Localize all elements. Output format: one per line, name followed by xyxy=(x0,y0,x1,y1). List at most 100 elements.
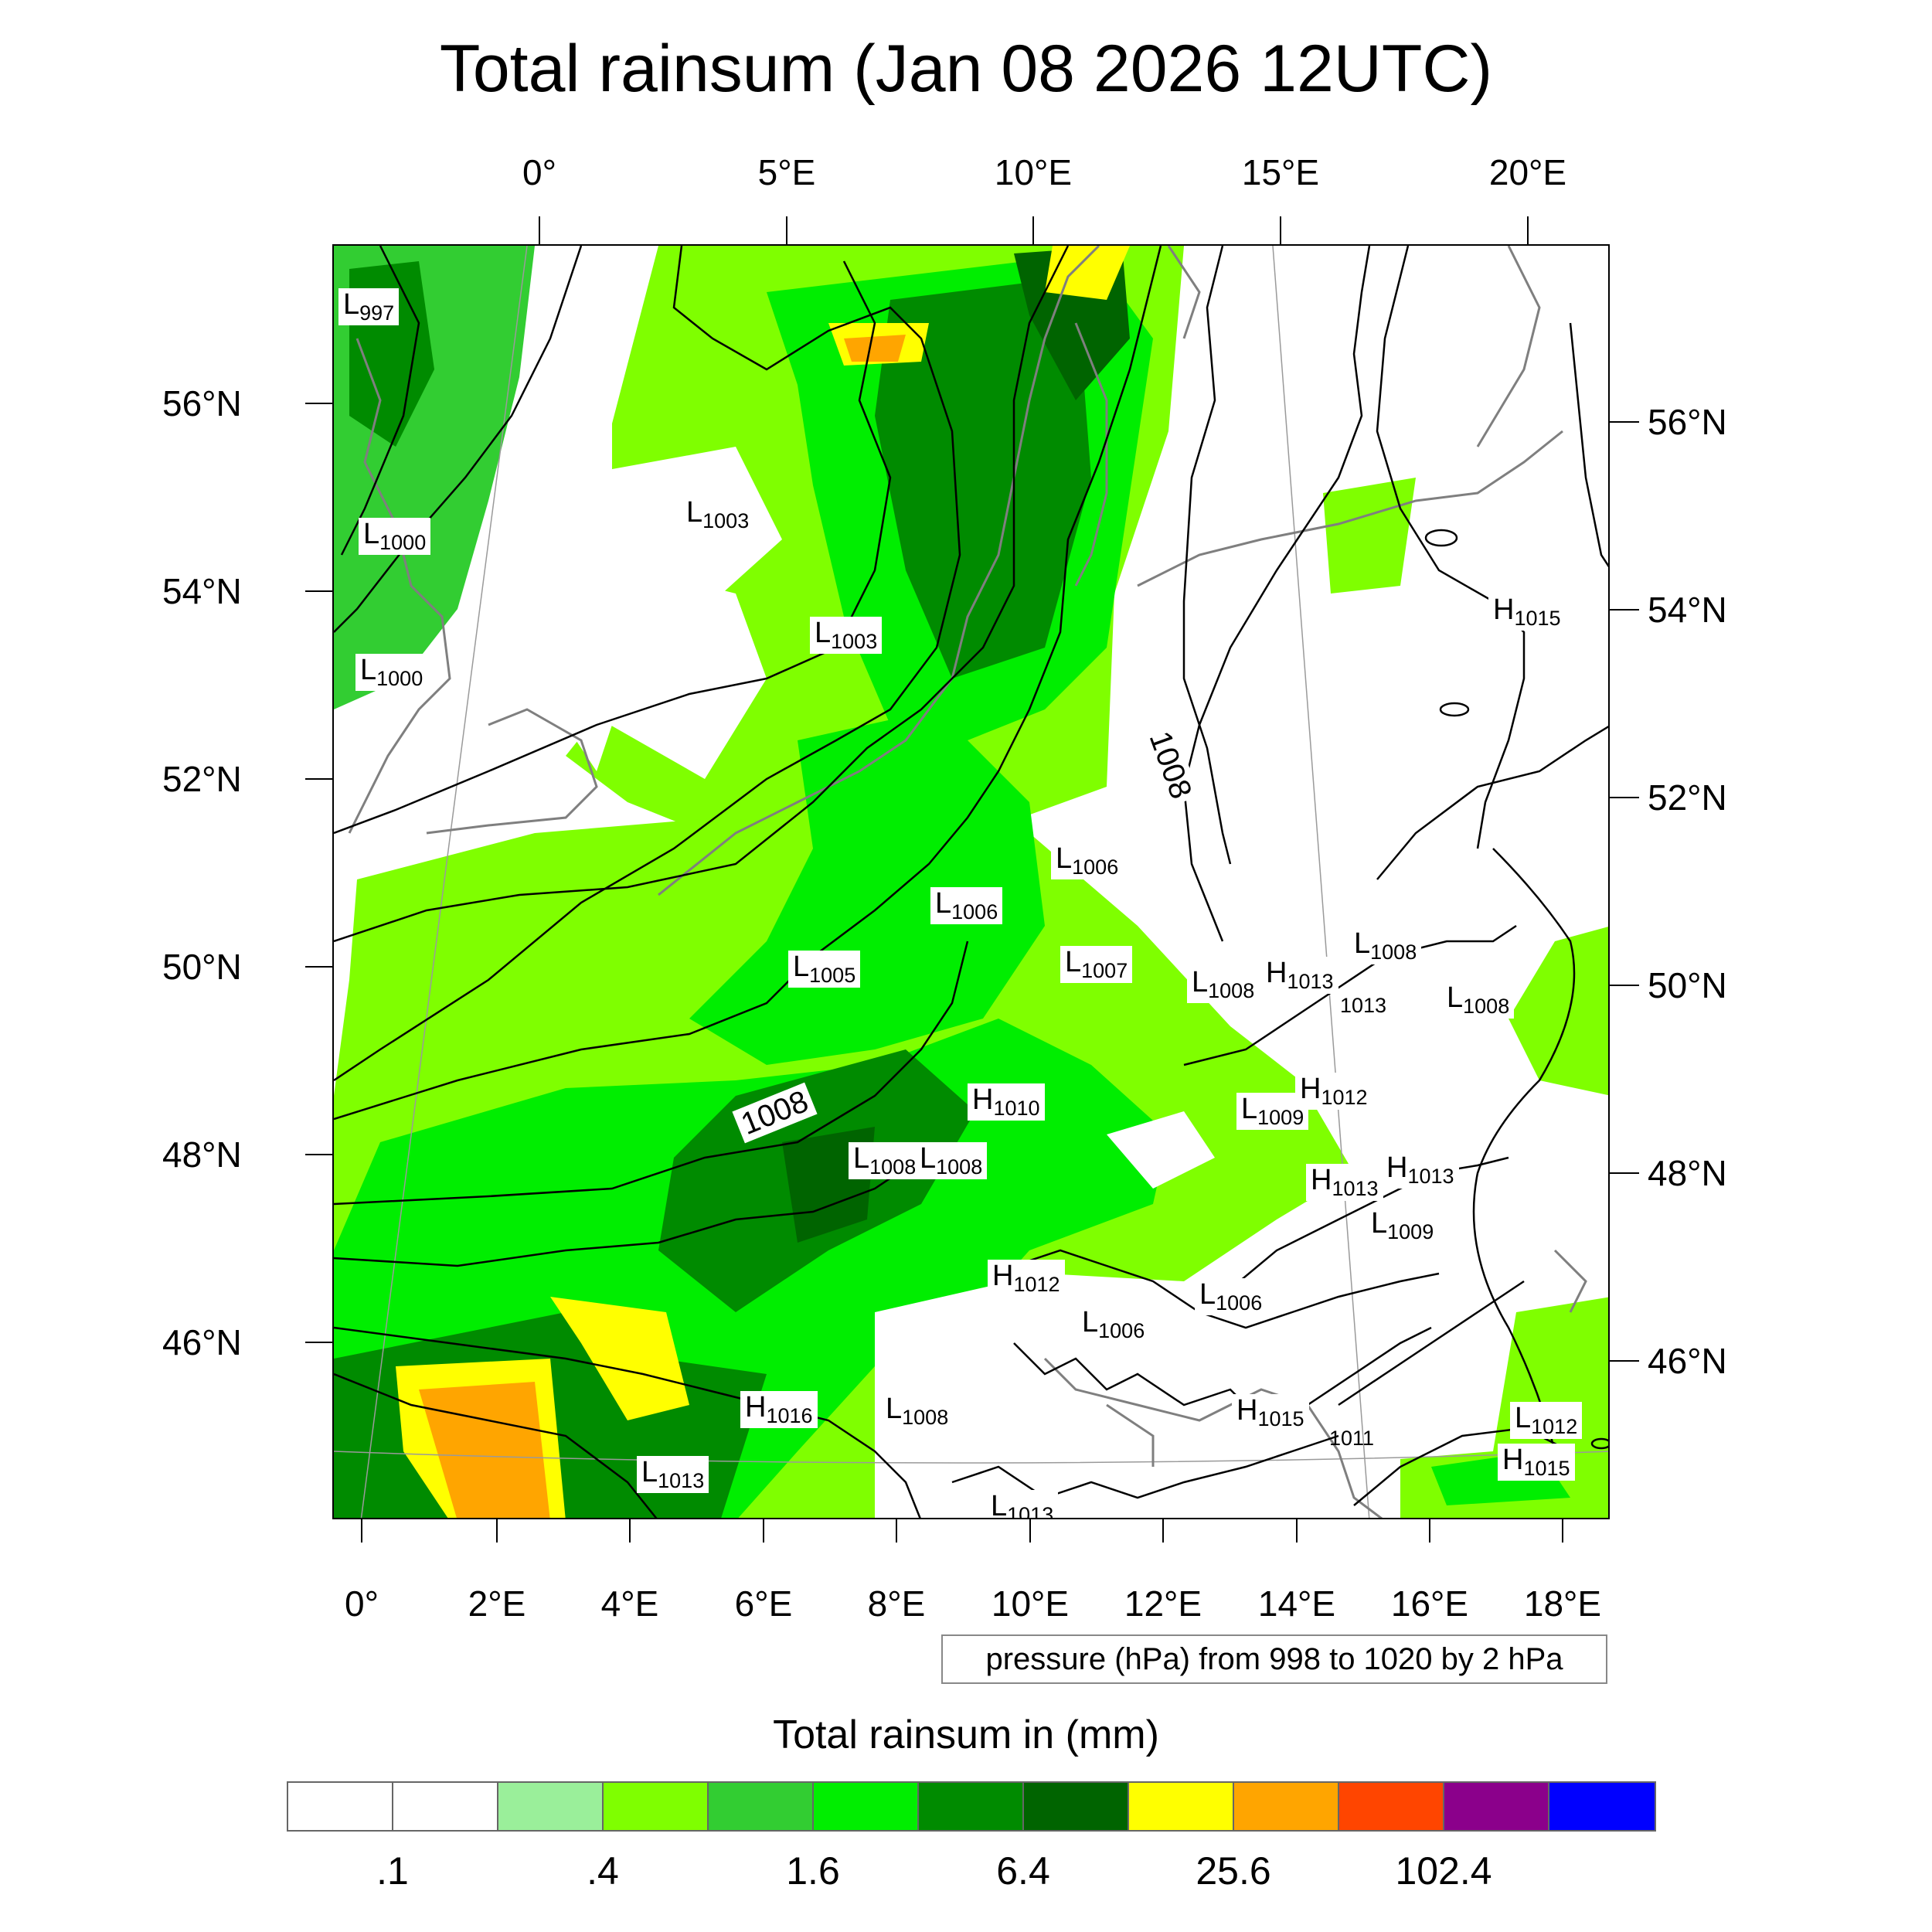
left-lat-label: 48°N xyxy=(162,1134,242,1175)
rain-veryheavy-north xyxy=(844,335,906,362)
rainfall-map: L997 L1000 L1000 L1003 L1003 L1006 L1006… xyxy=(332,244,1610,1519)
pressure-center-label: H1015 xyxy=(1488,594,1566,631)
left-lat-label: 52°N xyxy=(162,759,242,799)
pressure-center-label: L1009 xyxy=(1236,1093,1309,1130)
colorbar-swatch xyxy=(814,1783,919,1830)
top-lon-label: 15°E xyxy=(1241,152,1320,192)
meridian-line xyxy=(360,246,528,1518)
isobar xyxy=(334,246,1162,1121)
isobar xyxy=(1013,1326,1432,1422)
pressure-center-label: L1013 xyxy=(986,1490,1059,1518)
tick-mark xyxy=(1032,216,1034,244)
dry-area-alps xyxy=(875,1274,1369,1518)
rain-shading xyxy=(334,246,1608,1518)
isobar xyxy=(1569,322,1608,568)
top-lon-label: 0° xyxy=(522,152,556,192)
tick-mark xyxy=(1429,1519,1430,1543)
right-lat-label: 54°N xyxy=(1648,590,1727,630)
tick-mark xyxy=(305,590,332,592)
pressure-center-label: H1013 xyxy=(1382,1151,1459,1189)
colorbar-swatch xyxy=(393,1783,498,1830)
isobar xyxy=(334,246,1070,943)
coastline-denmark-east xyxy=(1074,322,1108,587)
bottom-lon-label: 12°E xyxy=(1124,1583,1202,1624)
colorbar-swatch xyxy=(919,1783,1024,1830)
isobar xyxy=(1338,1280,1525,1406)
bottom-lon-label: 2°E xyxy=(468,1583,526,1624)
tick-mark xyxy=(1527,216,1529,244)
colorbar-label: 102.4 xyxy=(1395,1849,1492,1893)
pressure-center-label: L1008 xyxy=(881,1393,954,1430)
isobar xyxy=(1376,725,1608,880)
tick-mark xyxy=(496,1519,498,1543)
bottom-lon-label: 18°E xyxy=(1523,1583,1602,1624)
tick-mark xyxy=(763,1519,764,1543)
isobar xyxy=(1472,848,1576,1452)
bottom-lon-label: 4°E xyxy=(600,1583,659,1624)
coastline-italy-north xyxy=(1106,1403,1155,1467)
pressure-center-label: L1006 xyxy=(930,887,1003,924)
isobar-value-label: 1013 xyxy=(1340,994,1387,1017)
pressure-center-label: L1007 xyxy=(1060,946,1133,983)
pressure-center-label: L1005 xyxy=(788,951,861,988)
colorbar-swatch xyxy=(288,1783,393,1830)
isobar xyxy=(1230,1156,1509,1290)
colorbar-label: 25.6 xyxy=(1196,1849,1271,1893)
pressure-center-label: H1013 xyxy=(1261,957,1338,994)
right-lat-label: 46°N xyxy=(1648,1341,1727,1381)
pressure-center-label: L1013 xyxy=(637,1456,709,1493)
coastline-baltic-south xyxy=(1137,430,1563,587)
tick-mark xyxy=(1610,1172,1639,1174)
tick-mark xyxy=(1162,1519,1164,1543)
isobar xyxy=(334,260,892,835)
colorbar-label: .4 xyxy=(587,1849,619,1893)
rain-core-north xyxy=(875,277,1091,679)
tick-mark xyxy=(1296,1519,1298,1543)
rain-heavy-southwest xyxy=(550,1297,689,1420)
pressure-center-label: L1008 xyxy=(1349,927,1422,964)
colorbar-label: 1.6 xyxy=(786,1849,840,1893)
tick-mark xyxy=(1610,985,1639,986)
map-title: Total rainsum (Jan 08 2026 12UTC) xyxy=(439,32,1493,106)
left-lat-label: 46°N xyxy=(162,1322,242,1362)
colorbar-swatch xyxy=(709,1783,814,1830)
isobar xyxy=(1182,246,1371,942)
isobar xyxy=(334,1326,921,1518)
pressure-center-label: L1009 xyxy=(1366,1207,1439,1244)
coastline-scandinavia xyxy=(1167,246,1201,339)
pressure-center-label: L1006 xyxy=(1077,1306,1150,1343)
isobar xyxy=(334,1372,658,1518)
isobar xyxy=(334,1156,922,1267)
colorbar-swatch xyxy=(498,1783,604,1830)
top-lon-label: 10°E xyxy=(994,152,1073,192)
colorbar-swatch xyxy=(1339,1783,1444,1830)
pressure-center-label: L1008 xyxy=(1187,966,1260,1003)
rainfall-field xyxy=(334,246,1608,1518)
tick-mark xyxy=(305,778,332,780)
rain-veryheavy-south xyxy=(419,1382,550,1518)
isobar-value-label: 1011 xyxy=(1329,1427,1375,1450)
pressure-center-label: H1016 xyxy=(740,1391,818,1428)
coastline-denmark-west xyxy=(1012,246,1100,478)
pressure-center-label: L1008 xyxy=(915,1142,988,1179)
colorbar-swatch xyxy=(1444,1783,1549,1830)
tick-mark xyxy=(305,1342,332,1343)
isobar xyxy=(340,246,420,556)
tick-mark xyxy=(1029,1519,1031,1543)
isobar xyxy=(334,246,583,633)
pressure-center-label: L1008 xyxy=(1442,981,1515,1019)
colorbar-swatch xyxy=(604,1783,709,1830)
isobar-closed xyxy=(1424,529,1458,547)
pressure-center-label: L1012 xyxy=(1510,1402,1583,1439)
tick-mark xyxy=(305,403,332,404)
tick-mark xyxy=(896,1519,897,1543)
pressure-center-label: H1012 xyxy=(988,1260,1065,1297)
bottom-lon-label: 10°E xyxy=(991,1583,1070,1624)
bottom-lon-label: 8°E xyxy=(867,1583,926,1624)
tick-mark xyxy=(361,1519,362,1543)
colorbar-title: Total rainsum in (mm) xyxy=(773,1713,1159,1757)
pressure-center-label: L1006 xyxy=(1051,842,1124,879)
right-lat-label: 52°N xyxy=(1648,777,1727,818)
isobar xyxy=(1182,246,1232,865)
rain-heavy-north xyxy=(1045,246,1130,300)
